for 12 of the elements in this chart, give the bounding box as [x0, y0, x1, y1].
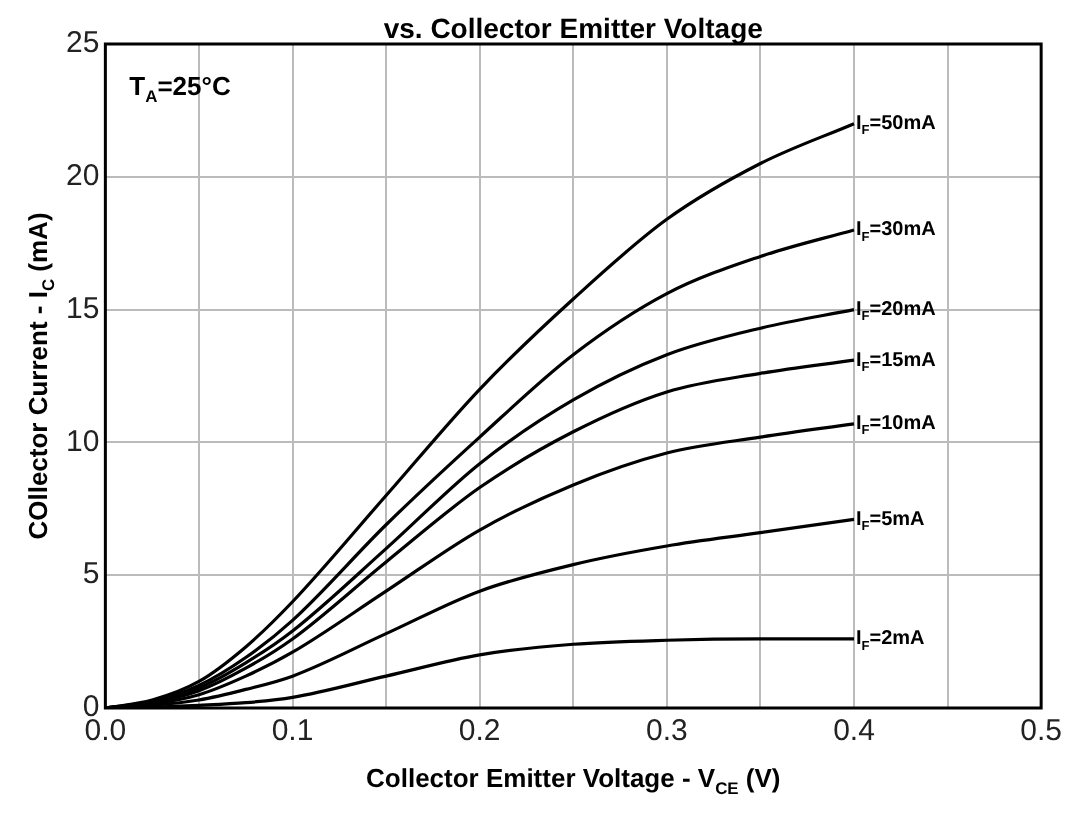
y-tick-label: 25 — [65, 26, 100, 61]
x-tick-label: 0.4 — [833, 714, 875, 749]
y-tick-label: 15 — [65, 291, 100, 326]
y-tick-label: 20 — [65, 159, 100, 194]
y-tick-label: 5 — [82, 557, 100, 592]
x-tick-label: 0.1 — [271, 714, 314, 749]
y-tick-label: 10 — [65, 424, 100, 459]
x-tick-label: 0.5 — [1020, 714, 1063, 749]
y-axis-title: COllector Current - IC (mA) — [23, 212, 58, 540]
chart-title: vs. Collector Emitter Voltage — [383, 11, 764, 44]
x-tick-label: 0.3 — [645, 714, 688, 749]
x-tick-label: 0.2 — [458, 714, 501, 749]
